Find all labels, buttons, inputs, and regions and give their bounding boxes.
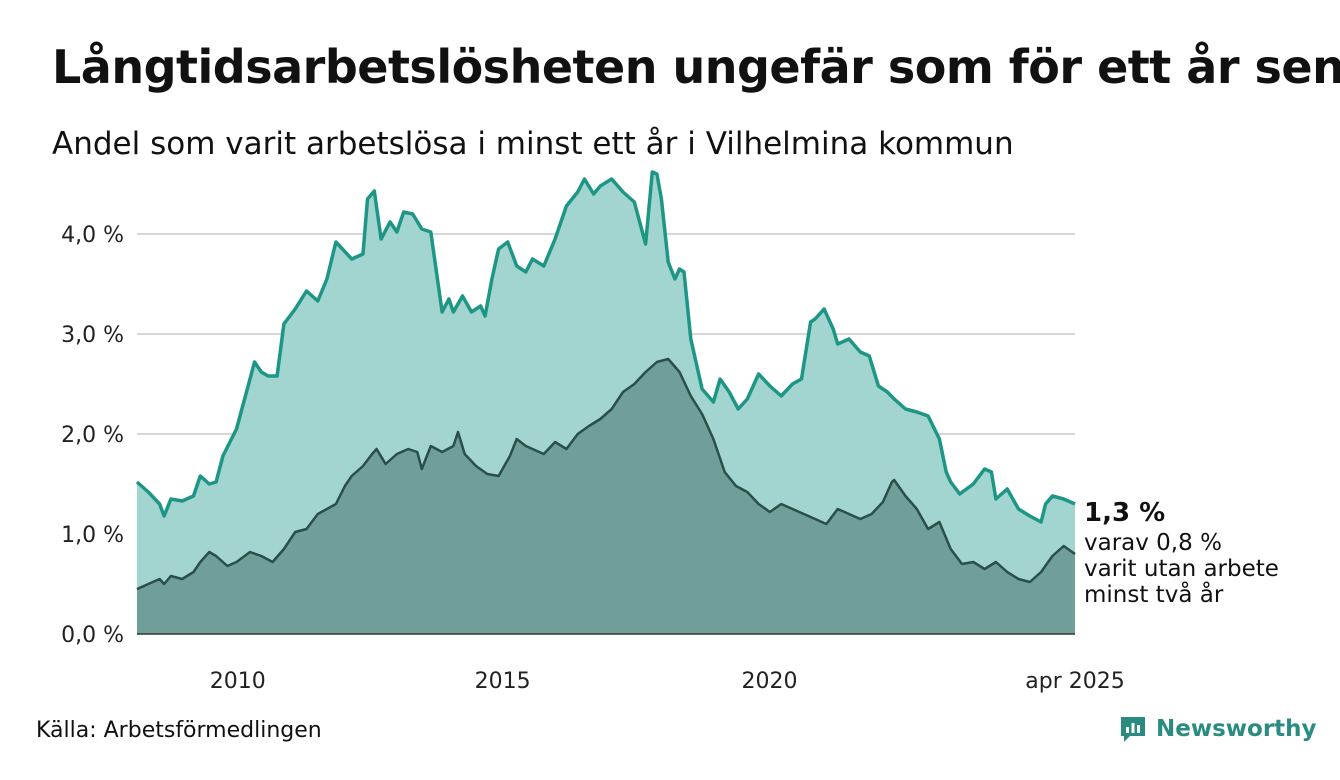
- series-line-min_1_year: [135, 170, 1076, 524]
- brand-logo: Newsworthy: [1118, 714, 1317, 744]
- latest-value-label: 1,3 %: [1084, 498, 1166, 528]
- series-area-min_2_years: [137, 359, 1075, 634]
- annotation-line-1: varav 0,8 %: [1084, 530, 1222, 556]
- chart-title: Långtidsarbetslösheten ungefär som för e…: [52, 40, 1340, 94]
- x-tick-label-1: 2015: [475, 669, 531, 694]
- newsworthy-logo-icon: [1121, 717, 1145, 742]
- series-line-min_2_years: [136, 357, 1076, 591]
- annotation-line-3: minst två år: [1084, 582, 1224, 608]
- x-tick-label-2: 2020: [742, 669, 798, 694]
- chart-subtitle: Andel som varit arbetslösa i minst ett å…: [52, 126, 1014, 162]
- y-tick-label-2: 2,0 %: [61, 423, 124, 448]
- y-tick-label-3: 3,0 %: [61, 323, 124, 348]
- x-tick-label-3: apr 2025: [1025, 669, 1124, 694]
- source-note: Källa: Arbetsförmedlingen: [36, 718, 322, 743]
- y-tick-label-1: 1,0 %: [61, 523, 124, 548]
- brand-name: Newsworthy: [1156, 716, 1317, 742]
- y-tick-label-4: 4,0 %: [61, 223, 124, 248]
- y-tick-label-0: 0,0 %: [61, 623, 124, 648]
- annotation-line-2: varit utan arbete: [1084, 556, 1279, 582]
- x-tick-label-0: 2010: [210, 669, 266, 694]
